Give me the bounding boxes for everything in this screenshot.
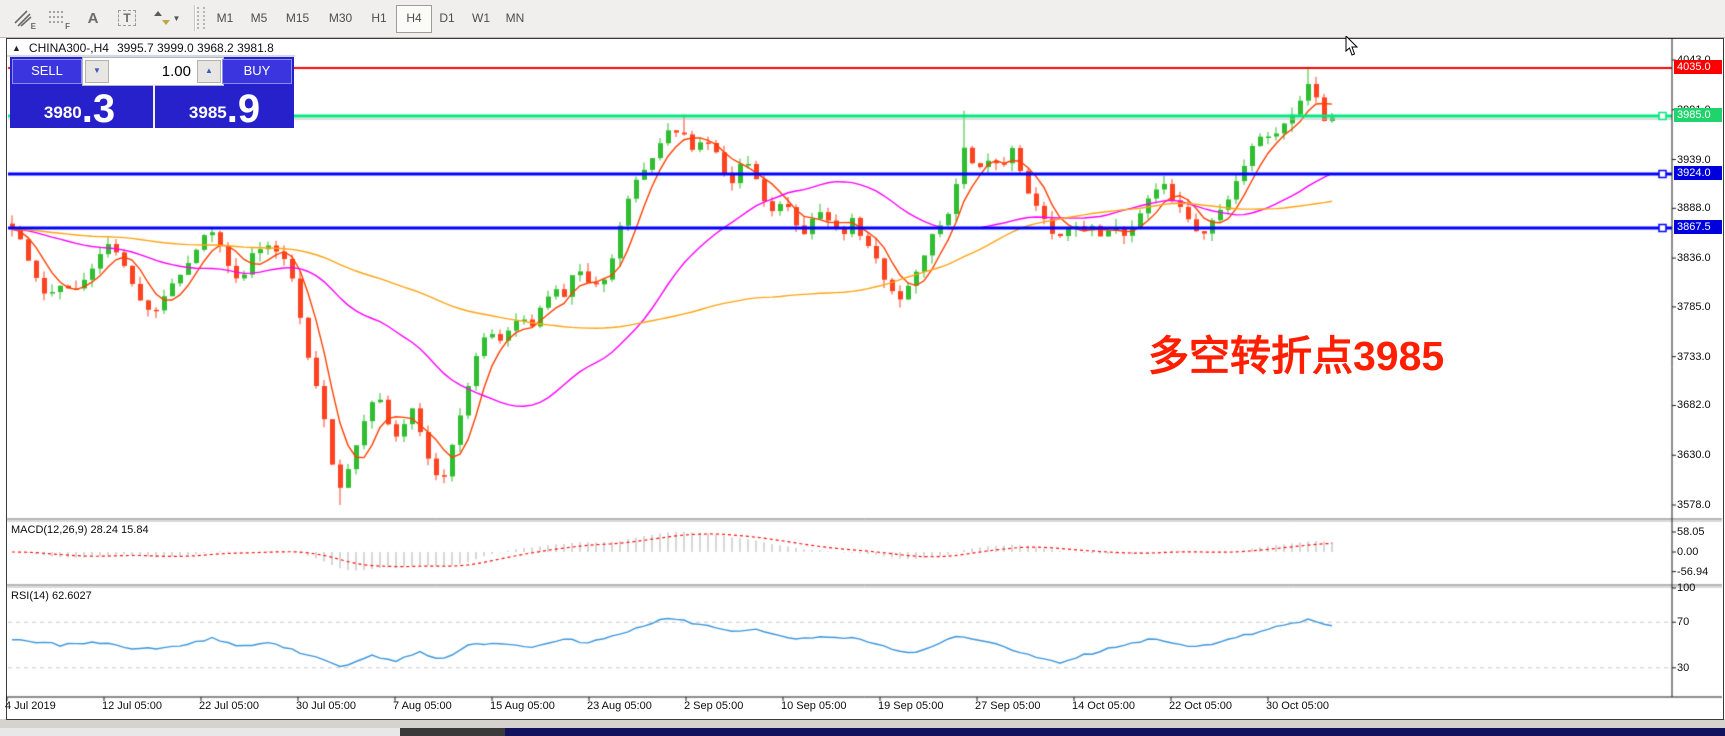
rsi-axis-tick: 70 [1677, 616, 1690, 629]
time-axis-label: 30 Oct 05:00 [1266, 700, 1329, 712]
buy-price-pips: .9 [226, 87, 261, 131]
price-axis-tick: 3939.0 [1677, 153, 1711, 166]
volume-spinner: ▼ 1.00 ▲ [82, 57, 224, 86]
timeframe-button-W1[interactable]: W1 [472, 11, 490, 25]
time-axis-label: 27 Sep 05:00 [975, 700, 1041, 712]
arrows-tool-icon [153, 10, 170, 26]
rsi-indicator-label: RSI(14) 62.6027 [11, 590, 92, 602]
timeframe-button-H1[interactable]: H1 [371, 11, 387, 25]
time-axis-label: 14 Oct 05:00 [1072, 700, 1135, 712]
price-axis-tick: 3682.0 [1677, 399, 1711, 412]
buy-price-main: 3985 [188, 103, 227, 122]
text-tool-icon: A [87, 9, 99, 27]
time-axis-label: 22 Oct 05:00 [1169, 700, 1232, 712]
rsi-axis-tick: 30 [1677, 661, 1690, 674]
chart-title-bar: ▲ CHINA300-,H4 3995.7 3999.0 3968.2 3981… [12, 41, 274, 55]
price-level-badge: 3867.5 [1674, 219, 1722, 234]
toolbar-drag-handle[interactable] [197, 7, 205, 29]
sell-price-quote[interactable]: 3980.3 [10, 84, 149, 131]
timeframe-button-D1[interactable]: D1 [439, 11, 455, 25]
time-axis-label: 12 Jul 05:00 [102, 700, 162, 712]
macd-axis-tick: -56.94 [1677, 565, 1709, 578]
chart-symbol-period: CHINA300-,H4 [28, 41, 109, 55]
time-axis-label: 19 Sep 05:00 [878, 700, 944, 712]
fibonacci-tool-button[interactable]: F [42, 4, 72, 32]
textbox-tool-button[interactable]: T [112, 4, 142, 32]
time-axis-label: 10 Sep 05:00 [781, 700, 847, 712]
time-axis-label: 2 Sep 05:00 [684, 700, 744, 712]
sell-button[interactable]: SELL [12, 59, 82, 84]
channel-tool-label: E [30, 22, 36, 31]
one-click-trade-panel: SELL ▼ 1.00 ▲ BUY 3980.3 3985.9 [10, 57, 294, 131]
volume-increase-button[interactable]: ▲ [197, 60, 221, 83]
collapse-chart-icon[interactable]: ▲ [12, 43, 21, 53]
price-axis-tick: 3733.0 [1677, 350, 1711, 363]
price-level-badge: 4035.0 [1674, 59, 1722, 74]
timeframe-button-M30[interactable]: M30 [328, 11, 353, 25]
price-axis-tick: 3785.0 [1677, 300, 1711, 313]
timeframe-button-MN[interactable]: MN [505, 11, 525, 25]
price-level-badge: 3985.0 [1674, 107, 1722, 122]
time-axis-label: 4 Jul 2019 [5, 700, 56, 712]
timeframe-button-M5[interactable]: M5 [250, 11, 268, 25]
timeframe-button-M15[interactable]: M15 [285, 11, 310, 25]
time-axis-label: 23 Aug 05:00 [587, 700, 652, 712]
fibonacci-tool-icon [47, 9, 67, 27]
macd-axis-tick: 0.00 [1677, 546, 1699, 558]
channel-tool-button[interactable]: E [8, 4, 38, 32]
toolbar: E F A T ▼ M1 M5 M15 M30 H1 H4 D1 W1 MN [0, 0, 1725, 38]
timeframe-button-H4[interactable]: H4 [396, 5, 432, 33]
buy-price-quote[interactable]: 3985.9 [153, 84, 294, 131]
textbox-tool-icon: T [118, 10, 136, 26]
time-axis-label: 15 Aug 05:00 [490, 700, 555, 712]
time-axis-label: 7 Aug 05:00 [393, 700, 452, 712]
volume-decrease-button[interactable]: ▼ [85, 60, 109, 83]
sell-price-main: 3980 [43, 103, 82, 122]
price-axis-tick: 3630.0 [1677, 449, 1711, 462]
macd-axis-tick: 58.05 [1677, 525, 1705, 538]
rsi-axis-tick: 100 [1677, 582, 1696, 594]
fibonacci-tool-label: F [65, 22, 70, 31]
time-axis-label: 30 Jul 05:00 [296, 700, 356, 712]
price-axis-tick: 3578.0 [1677, 499, 1711, 511]
channel-tool-icon [13, 9, 33, 27]
volume-value[interactable]: 1.00 [161, 63, 191, 80]
sell-price-pips: .3 [81, 87, 116, 131]
price-level-badge: 3924.0 [1674, 165, 1722, 180]
price-axis-tick: 3888.0 [1677, 202, 1711, 215]
timeframe-button-M1[interactable]: M1 [216, 11, 234, 25]
macd-indicator-label: MACD(12,26,9) 28.24 15.84 [11, 524, 149, 536]
text-tool-button[interactable]: A [78, 4, 108, 32]
chart-annotation-text: 多空转折点3985 [1148, 333, 1445, 379]
arrows-tool-button[interactable]: ▼ [148, 4, 186, 32]
price-axis-tick: 3836.0 [1677, 252, 1711, 265]
arrows-dropdown-caret: ▼ [172, 13, 181, 23]
buy-button[interactable]: BUY [222, 59, 292, 84]
time-axis-label: 22 Jul 05:00 [199, 700, 259, 712]
chart-ohlc-values: 3995.7 3999.0 3968.2 3981.8 [116, 41, 274, 55]
toolbar-separator [194, 5, 196, 31]
